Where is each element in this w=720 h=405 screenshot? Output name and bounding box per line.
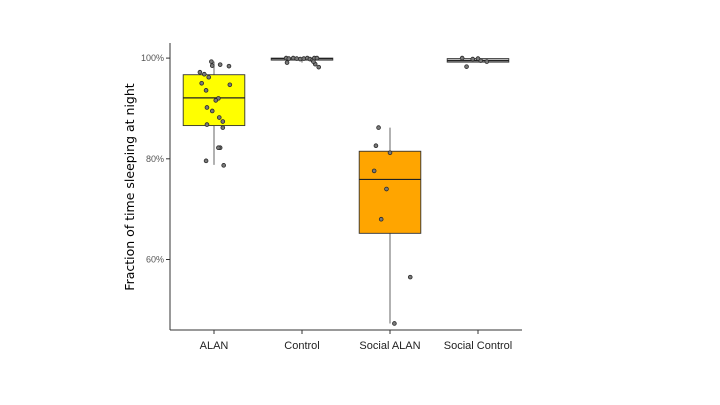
x-tick-label: Social ALAN: [359, 340, 420, 352]
data-point: [216, 145, 221, 151]
data-point: [470, 56, 476, 62]
data-point: [392, 321, 397, 326]
data-point: [203, 88, 209, 93]
data-point: [475, 56, 481, 61]
data-point: [202, 71, 207, 77]
box-group: [446, 55, 510, 69]
data-point: [311, 59, 316, 64]
data-point: [221, 163, 226, 168]
data-point: [316, 64, 322, 70]
data-point: [371, 168, 377, 174]
data-point: [226, 63, 232, 69]
data-point: [373, 143, 379, 149]
data-point: [213, 98, 219, 103]
data-point: [314, 55, 320, 61]
data-point: [464, 64, 469, 69]
box: [358, 150, 422, 234]
data-point: [199, 80, 204, 86]
data-point: [204, 105, 210, 110]
x-axis-ticks: ALAN Control Social ALAN Social Control: [200, 330, 512, 352]
x-tick-label: ALAN: [200, 340, 229, 352]
plot-area: [182, 55, 510, 326]
y-tick-label: 100%: [141, 53, 164, 63]
data-point: [209, 108, 215, 114]
data-point: [387, 150, 393, 156]
data-point: [217, 62, 223, 67]
data-point: [227, 82, 233, 88]
data-point: [286, 56, 292, 61]
data-point: [197, 69, 203, 75]
box-group: [182, 59, 246, 168]
y-axis-title: Fraction of time sleeping at night: [122, 83, 137, 290]
data-point: [220, 119, 226, 124]
data-point: [209, 63, 215, 68]
x-tick-label: Control: [284, 340, 319, 352]
data-point: [484, 59, 490, 64]
data-point: [407, 274, 413, 280]
data-point: [284, 60, 290, 65]
y-axis-ticks: 60% 80% 100%: [141, 53, 170, 265]
data-point: [203, 158, 209, 164]
data-point: [220, 125, 226, 130]
data-point: [209, 59, 214, 64]
data-point: [216, 115, 222, 120]
box-group: [270, 55, 334, 70]
data-point: [206, 74, 212, 80]
y-tick-label: 60%: [146, 255, 164, 265]
data-point: [204, 122, 210, 127]
x-tick-label: Social Control: [444, 340, 512, 352]
data-point: [459, 55, 465, 61]
data-point: [378, 216, 384, 222]
y-tick-label: 80%: [146, 154, 164, 164]
box-group: [358, 125, 422, 326]
data-point: [384, 186, 389, 192]
data-point: [376, 125, 381, 130]
